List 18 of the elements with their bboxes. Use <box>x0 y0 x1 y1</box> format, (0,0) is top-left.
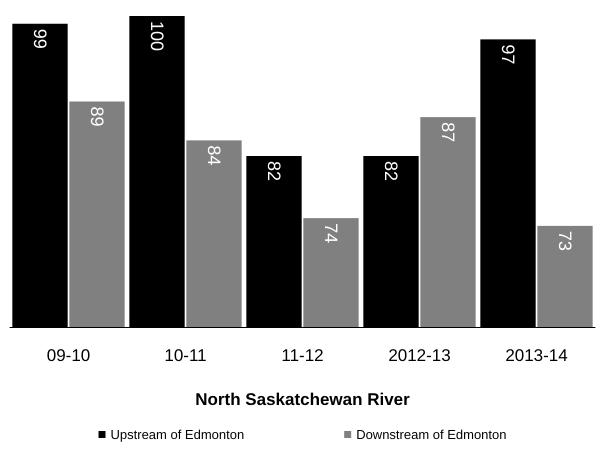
x-axis-title: North Saskatchewan River <box>195 390 410 409</box>
x-tick-label: 11-12 <box>281 346 324 365</box>
data-label: 84 <box>204 145 224 166</box>
data-label: 74 <box>320 223 341 244</box>
data-label: 100 <box>147 21 168 52</box>
legend-label: Downstream of Edmonton <box>356 427 506 442</box>
data-label: 82 <box>381 160 402 181</box>
x-tick-label: 09-10 <box>46 346 90 365</box>
data-label: 82 <box>264 160 284 181</box>
data-label: 87 <box>438 122 458 142</box>
data-label: 73 <box>554 230 575 251</box>
legend-label: Upstream of Edmonton <box>110 427 244 442</box>
x-tick-label: 2012-13 <box>388 346 451 365</box>
x-tick-label: 10-11 <box>164 346 207 365</box>
data-label: 99 <box>30 28 50 49</box>
x-tick-label: 2013-14 <box>505 346 568 365</box>
data-label: 89 <box>86 106 107 127</box>
data-label: 97 <box>498 44 518 64</box>
